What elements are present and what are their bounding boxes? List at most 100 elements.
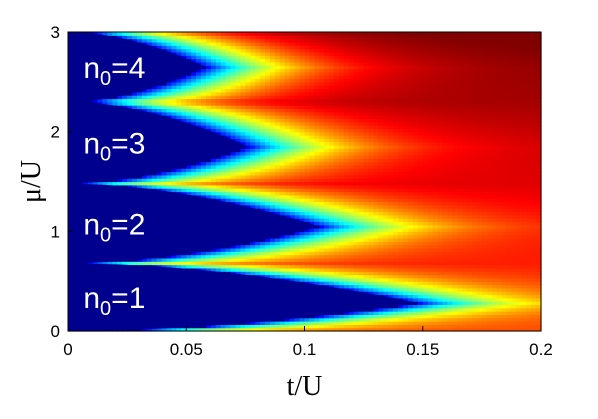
- heatmap-cell: [334, 168, 340, 173]
- heatmap-cell: [260, 181, 266, 186]
- heatmap-cell: [329, 168, 335, 173]
- heatmap-cell: [176, 91, 182, 96]
- heatmap-cell: [166, 261, 173, 266]
- heatmap-cell: [151, 41, 158, 46]
- heatmap-cell: [299, 134, 306, 139]
- heatmap-cell: [260, 88, 266, 93]
- heatmap-cell: [220, 261, 227, 266]
- heatmap-cell: [279, 75, 286, 80]
- heatmap-cell: [265, 91, 271, 96]
- heatmap-cell: [319, 125, 325, 129]
- heatmap-cell: [314, 71, 320, 76]
- heatmap-cell: [314, 144, 320, 149]
- heatmap-cell: [299, 194, 306, 199]
- heatmap-cell: [319, 178, 325, 183]
- heatmap-cell: [151, 327, 158, 332]
- heatmap-cell: [230, 327, 237, 332]
- heatmap-cell: [284, 168, 291, 173]
- heatmap-cell: [294, 81, 301, 86]
- heatmap-cell: [191, 184, 197, 189]
- heatmap-cell: [220, 191, 227, 196]
- heatmap-cell: [215, 85, 222, 90]
- heatmap-cell: [294, 121, 301, 126]
- heatmap-cell: [166, 178, 173, 183]
- heatmap-cell: [319, 55, 325, 60]
- heatmap-cell: [314, 154, 320, 159]
- heatmap-cell: [171, 171, 177, 176]
- heatmap-cell: [294, 208, 301, 212]
- heatmap-cell: [279, 38, 286, 43]
- heatmap-cell: [334, 81, 340, 86]
- heatmap-cell: [260, 101, 266, 106]
- heatmap-cell: [220, 194, 227, 199]
- heatmap-cell: [314, 81, 320, 86]
- heatmap-cell: [225, 257, 232, 262]
- heatmap-cell: [196, 95, 202, 100]
- heatmap-cell: [314, 75, 320, 80]
- heatmap-cell: [329, 208, 335, 212]
- heatmap-cell: [250, 267, 256, 272]
- heatmap-cell: [289, 257, 296, 262]
- heatmap-cell: [265, 178, 271, 183]
- heatmap-cell: [230, 191, 237, 196]
- heatmap-cell: [289, 171, 296, 176]
- heatmap-cell: [235, 191, 242, 196]
- heatmap-cell: [329, 214, 335, 219]
- heatmap-cell: [274, 154, 281, 159]
- heatmap-cell: [270, 158, 276, 163]
- heatmap-cell: [255, 138, 261, 143]
- heatmap-cell: [156, 264, 163, 269]
- heatmap-cell: [196, 61, 202, 66]
- heatmap-cell: [141, 327, 148, 332]
- heatmap-cell: [196, 68, 202, 73]
- heatmap-cell: [304, 81, 311, 86]
- heatmap-cell: [181, 81, 187, 86]
- heatmap-cell: [230, 188, 237, 193]
- heatmap-cell: [220, 91, 227, 96]
- heatmap-cell: [329, 314, 335, 319]
- heatmap-cell: [156, 98, 163, 103]
- heatmap-cell: [250, 271, 256, 276]
- heatmap-cell: [294, 234, 301, 239]
- heatmap-cell: [210, 95, 217, 100]
- heatmap-cell: [309, 188, 315, 193]
- heatmap-cell: [274, 95, 281, 100]
- heatmap-cell: [289, 111, 296, 116]
- heatmap-cell: [329, 148, 335, 153]
- heatmap-cell: [250, 158, 256, 163]
- heatmap-cell: [304, 218, 311, 222]
- heatmap-cell: [260, 237, 266, 242]
- heatmap-cell: [265, 141, 271, 146]
- heatmap-cell: [201, 45, 207, 50]
- heatmap-cell: [299, 271, 306, 276]
- heatmap-cell: [245, 75, 251, 80]
- heatmap-cell: [299, 48, 306, 53]
- heatmap-cell: [245, 35, 251, 40]
- heatmap-cell: [324, 211, 330, 216]
- heatmap-cell: [240, 151, 246, 156]
- heatmap-cell: [156, 184, 163, 189]
- heatmap-cell: [215, 105, 222, 110]
- heatmap-cell: [304, 247, 311, 252]
- heatmap-cell: [245, 45, 251, 50]
- heatmap-cell: [102, 32, 109, 36]
- heatmap-cell: [250, 108, 256, 113]
- heatmap-cell: [309, 45, 315, 50]
- heatmap-cell: [294, 324, 301, 329]
- heatmap-cell: [260, 178, 266, 183]
- heatmap-cell: [146, 91, 153, 96]
- heatmap-cell: [270, 151, 276, 156]
- heatmap-cell: [338, 208, 345, 212]
- heatmap-cell: [265, 241, 271, 246]
- heatmap-cell: [284, 68, 291, 73]
- heatmap-cell: [324, 45, 330, 50]
- heatmap-cell: [215, 101, 222, 106]
- heatmap-cell: [304, 198, 311, 203]
- heatmap-cell: [240, 121, 246, 126]
- heatmap-cell: [294, 178, 301, 183]
- heatmap-cell: [230, 257, 237, 262]
- heatmap-cell: [132, 178, 138, 183]
- heatmap-cell: [210, 188, 217, 193]
- heatmap-cell: [309, 148, 315, 153]
- heatmap-cell: [279, 101, 286, 106]
